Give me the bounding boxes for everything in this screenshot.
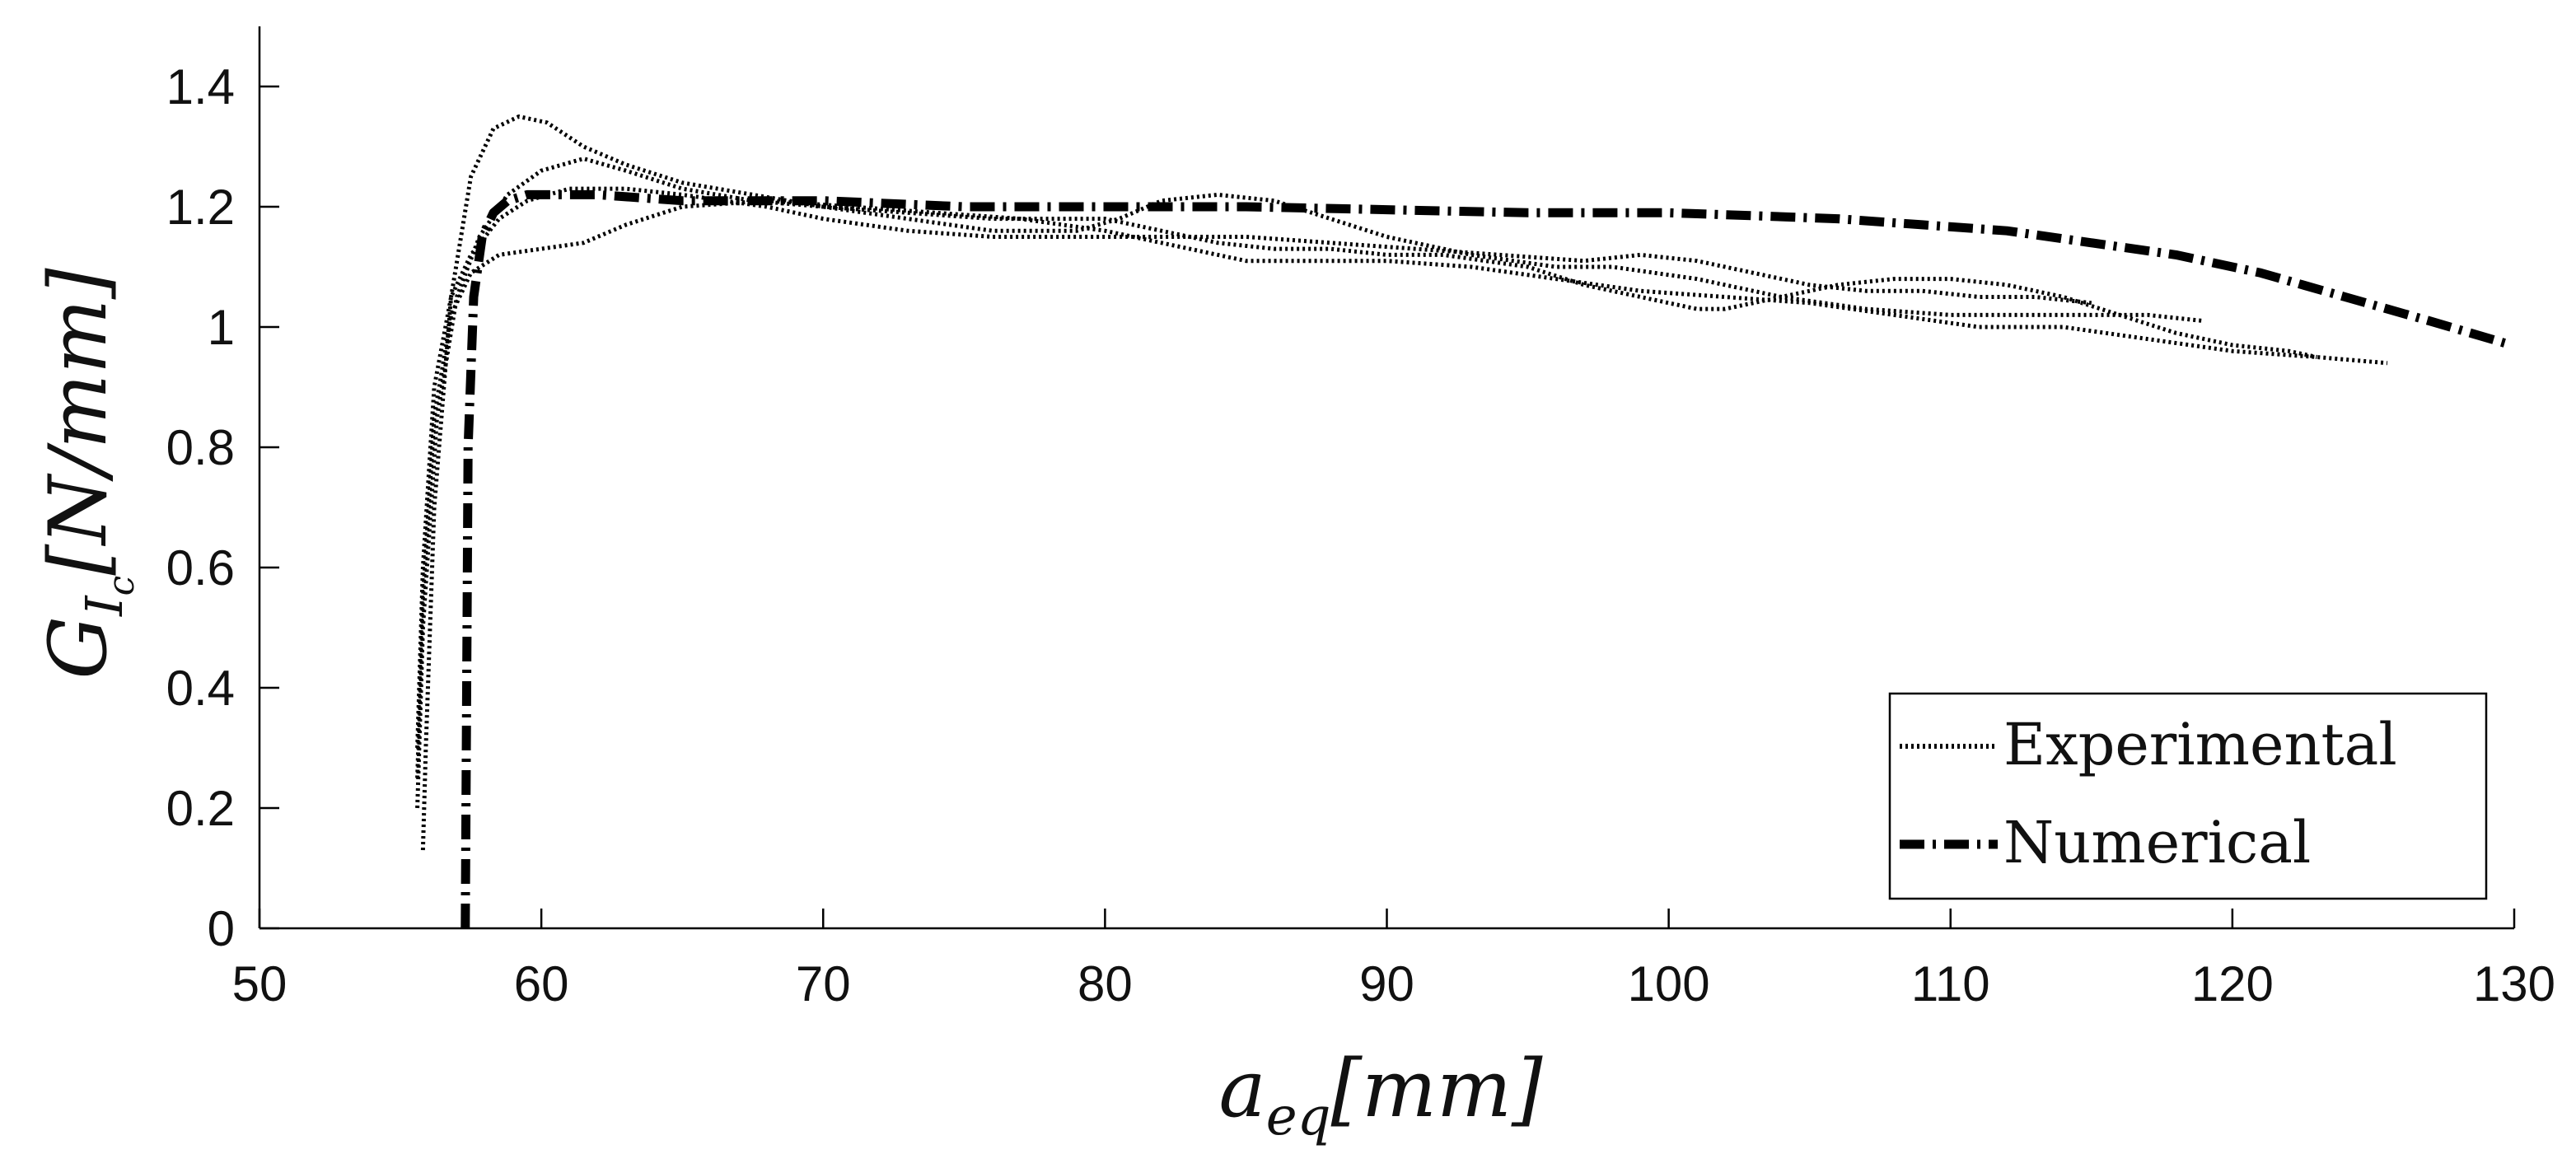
x-axis-title-main: a (1218, 1043, 1265, 1135)
x-tick-label: 60 (514, 956, 569, 1011)
y-tick-label: 1 (208, 300, 235, 355)
x-tick-label: 70 (796, 956, 851, 1011)
y-tick-label: 0.6 (166, 540, 235, 596)
x-tick-label: 110 (1911, 956, 1990, 1011)
series-line-experimental-4 (415, 186, 2092, 749)
x-tick-label: 50 (232, 956, 288, 1011)
ticks-layer: 50 60 70 80 90 100 110 120 130 0 0.2 0.4 0.6 0.8 1 1.2 1… (166, 59, 2555, 1011)
x-tick-label: 90 (1359, 956, 1414, 1011)
series-line-experimental-3 (415, 199, 2388, 778)
y-axis-title-unit: [N/mm] (32, 268, 124, 576)
x-tick-label: 100 (1628, 956, 1710, 1011)
y-axis-title-sub: I (74, 595, 134, 617)
x-tick-label: 130 (2473, 956, 2555, 1011)
legend-box (1888, 692, 2488, 900)
x-tick-label: 80 (1078, 956, 1133, 1011)
legend: Experimental Numerical (1888, 692, 2488, 900)
y-axis-title: GIc[N/mm] (32, 268, 143, 680)
y-axis-title-subsub: c (101, 576, 143, 596)
x-tick-label: 120 (2191, 956, 2274, 1011)
legend-label-numerical: Numerical (2003, 809, 2311, 876)
x-axis-title: aeq[mm] (1218, 1043, 1543, 1147)
y-tick-label: 0.2 (166, 781, 235, 836)
y-tick-label: 0 (208, 901, 235, 956)
series-line-experimental-2 (415, 157, 2318, 809)
series-line-numerical (461, 189, 2513, 929)
y-tick-label: 1.2 (166, 180, 235, 235)
x-axis-title-sub: eq (1266, 1086, 1331, 1147)
y-tick-label: 0.4 (166, 661, 235, 716)
x-axis-title-unit: [mm] (1331, 1043, 1544, 1135)
series-layer (415, 114, 2513, 929)
legend-label-experimental: Experimental (2003, 711, 2397, 778)
y-tick-label: 1.4 (166, 59, 235, 114)
y-tick-label: 0.8 (166, 420, 235, 475)
y-axis-title-main: G (32, 616, 124, 680)
